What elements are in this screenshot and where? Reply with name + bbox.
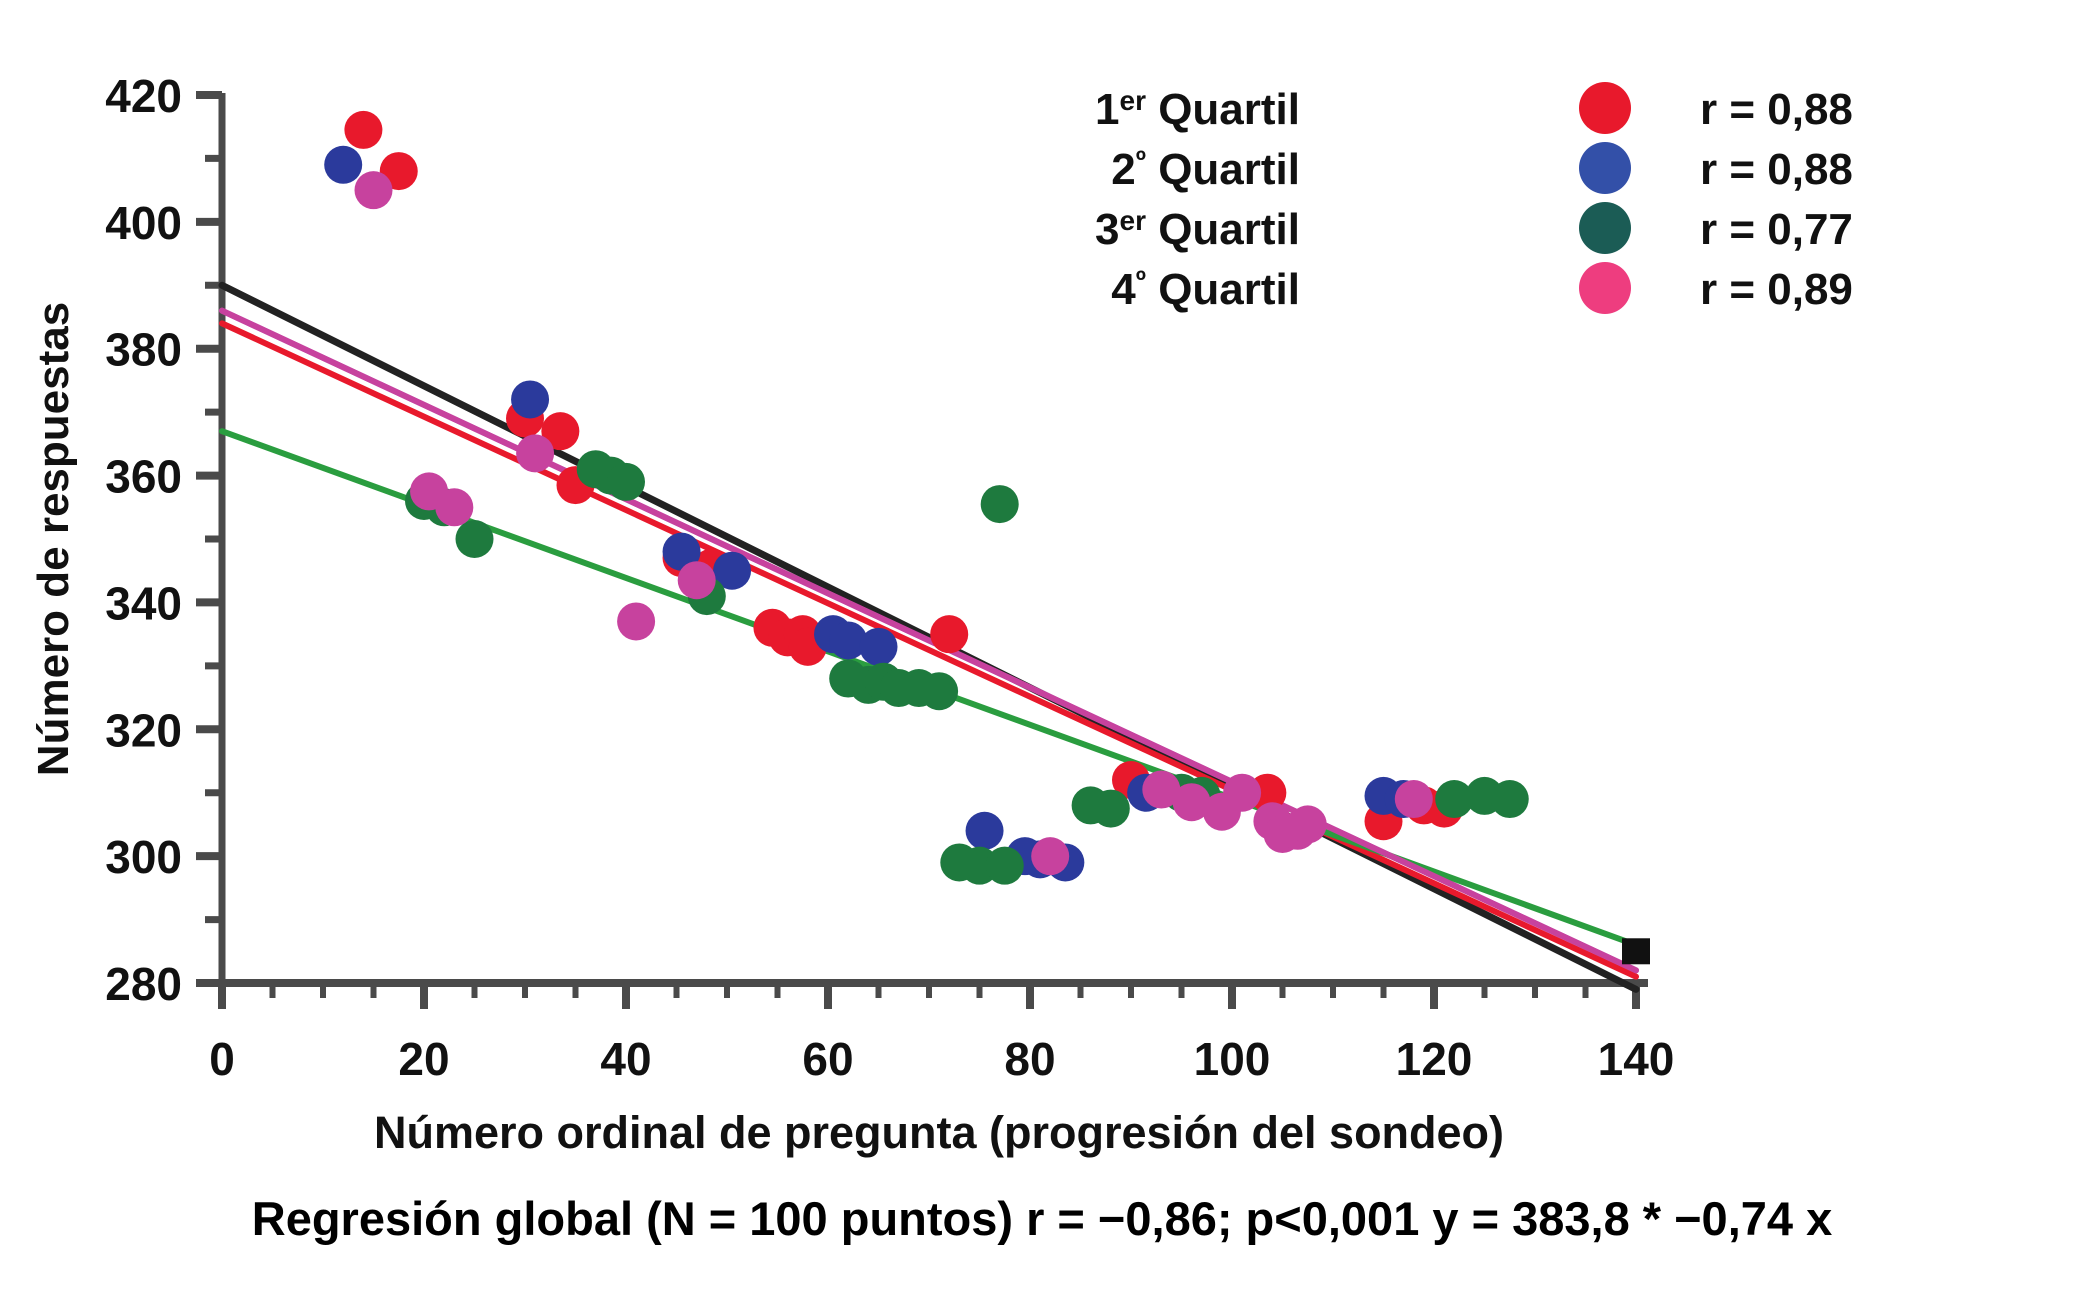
y-tick-label: 340 bbox=[105, 577, 182, 629]
legend-label-2: 2º Quartil bbox=[1111, 145, 1300, 194]
legend-r-value-3: r = 0,77 bbox=[1700, 205, 1853, 254]
legend-label-4: 4º Quartil bbox=[1111, 265, 1300, 314]
trend-line-1 bbox=[219, 320, 1639, 980]
scatter-point bbox=[516, 434, 555, 473]
legend-swatch-1[interactable] bbox=[1579, 82, 1631, 134]
legend-label-number: 2 bbox=[1111, 145, 1135, 194]
scatter-point bbox=[1223, 773, 1262, 812]
y-tick-label: 320 bbox=[105, 704, 182, 756]
scatter-point bbox=[713, 551, 752, 590]
legend-label-ordinal-sup: er bbox=[1120, 205, 1147, 236]
x-tick-label: 60 bbox=[802, 1033, 853, 1085]
scatter-point bbox=[1091, 789, 1130, 828]
scatter-point bbox=[829, 621, 868, 660]
y-tick-label: 360 bbox=[105, 451, 182, 503]
scatter-point bbox=[1394, 780, 1433, 819]
legend-label-word: Quartil bbox=[1146, 205, 1300, 254]
x-tick-label: 140 bbox=[1598, 1033, 1675, 1085]
x-axis-title: Número ordinal de pregunta (progresión d… bbox=[374, 1107, 1504, 1158]
scatter-point bbox=[662, 532, 701, 571]
axis-labels-group: Número de respuestas Número ordinal de pr… bbox=[29, 302, 1504, 1158]
x-tick-label: 0 bbox=[209, 1033, 235, 1085]
legend-label-ordinal-sup: er bbox=[1120, 85, 1147, 116]
scatter-point bbox=[985, 846, 1024, 885]
y-tick-label: 300 bbox=[105, 831, 182, 883]
y-tick-label: 280 bbox=[105, 958, 182, 1010]
trend-line-4 bbox=[219, 307, 1639, 974]
regression-lines-group bbox=[218, 281, 1640, 993]
y-tick-label: 380 bbox=[105, 324, 182, 376]
legend-swatch-3[interactable] bbox=[1579, 202, 1631, 254]
legend-r-value-2: r = 0,88 bbox=[1700, 145, 1853, 194]
scatter-point bbox=[920, 672, 959, 711]
scatter-point bbox=[1435, 780, 1474, 819]
scatter-point bbox=[324, 145, 363, 184]
legend-label-word: Quartil bbox=[1146, 265, 1300, 314]
y-axis-title: Número de respuestas bbox=[29, 302, 78, 776]
x-tick-label: 20 bbox=[398, 1033, 449, 1085]
legend-label-3: 3er Quartil bbox=[1095, 205, 1300, 254]
scatter-point bbox=[1172, 783, 1211, 822]
legend-label-word: Quartil bbox=[1146, 85, 1300, 134]
scatter-point bbox=[980, 485, 1019, 524]
scatter-point bbox=[435, 488, 474, 527]
scatter-point bbox=[541, 412, 580, 451]
caption-group: Regresión global (N = 100 puntos) r = −0… bbox=[252, 1192, 1832, 1245]
axes-group: 280 300 320 340 360 380 400 420 0 20 40 60 80 100 120 1… bbox=[105, 70, 1674, 1085]
x-tick-label: 120 bbox=[1396, 1033, 1473, 1085]
scatter-point bbox=[1142, 770, 1181, 809]
scatter-point bbox=[859, 627, 898, 666]
x-tick-label: 100 bbox=[1194, 1033, 1271, 1085]
legend-label-ordinal-sup: º bbox=[1136, 265, 1146, 296]
legend-label-ordinal-sup: º bbox=[1136, 145, 1146, 176]
scatter-point bbox=[1490, 780, 1529, 819]
endpoint-square-marker bbox=[1622, 938, 1650, 965]
y-tick-label: 420 bbox=[105, 70, 182, 122]
scatter-point bbox=[965, 811, 1004, 850]
legend-swatch-2[interactable] bbox=[1579, 142, 1631, 194]
legend-label-number: 4 bbox=[1111, 265, 1136, 314]
x-tick-label: 40 bbox=[600, 1033, 651, 1085]
scatter-point bbox=[607, 462, 645, 501]
legend-r-value-1: r = 0,88 bbox=[1700, 85, 1853, 134]
legend-swatch-4[interactable] bbox=[1579, 262, 1631, 314]
scatter-point bbox=[354, 171, 393, 210]
legend-label-number: 1 bbox=[1095, 85, 1119, 134]
scatter-point bbox=[511, 380, 550, 419]
regression-caption: Regresión global (N = 100 puntos) r = −0… bbox=[252, 1192, 1832, 1245]
scatter-points-group bbox=[324, 110, 1650, 965]
scatter-point bbox=[617, 602, 656, 641]
y-tick-label: 400 bbox=[105, 197, 182, 249]
legend-label-word: Quartil bbox=[1146, 145, 1300, 194]
legend-label-1: 1er Quartil bbox=[1095, 85, 1300, 134]
scatter-point bbox=[930, 615, 969, 654]
scatter-point bbox=[344, 110, 383, 149]
scatter-point bbox=[455, 520, 494, 558]
x-tick-label: 80 bbox=[1004, 1033, 1055, 1085]
legend-r-value-4: r = 0,89 bbox=[1700, 265, 1853, 314]
legend-label-number: 3 bbox=[1095, 205, 1119, 254]
scatter-point bbox=[1288, 805, 1327, 844]
scatter-point bbox=[1031, 837, 1070, 876]
scatter-point bbox=[677, 561, 716, 600]
